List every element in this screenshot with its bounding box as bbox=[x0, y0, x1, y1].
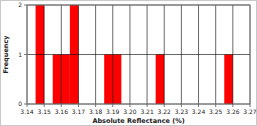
plot-area bbox=[27, 5, 250, 104]
chart-svg: 3.143.15 3.163.173.183.193.203.21 3.223.23… bbox=[0, 0, 257, 126]
tick-label-x: 3.19 bbox=[106, 108, 120, 115]
x-axis-title: Absolute Reflectance (%) bbox=[92, 117, 184, 125]
tick-label-x: 3.26 bbox=[226, 108, 240, 115]
tick-label-x: 3.23 bbox=[175, 108, 189, 115]
tick-label-x: 3.22 bbox=[158, 108, 172, 115]
bar bbox=[224, 55, 233, 105]
bar bbox=[113, 55, 122, 105]
tick-label-x: 3.25 bbox=[209, 108, 223, 115]
outer-frame bbox=[1, 1, 257, 126]
tick-label-x: 3.20 bbox=[123, 108, 137, 115]
tick-label-x: 3.15 bbox=[37, 108, 51, 115]
chart-container: 3.143.15 3.163.173.183.193.203.21 3.223.23… bbox=[0, 0, 257, 126]
tick-label-x: 3.21 bbox=[140, 108, 154, 115]
tick-label-x: 3.27 bbox=[243, 108, 257, 115]
tick-label-x: 3.24 bbox=[192, 108, 206, 115]
tick-label-x: 3.14 bbox=[20, 108, 34, 115]
y-axis-title: Frequency bbox=[2, 35, 10, 74]
bar bbox=[104, 55, 113, 105]
plot-frame bbox=[27, 5, 250, 104]
tick-label-x: 3.17 bbox=[72, 108, 86, 115]
tick-label-y: 0 bbox=[18, 100, 22, 107]
tick-label-x: 3.16 bbox=[55, 108, 69, 115]
bar bbox=[156, 55, 165, 105]
grid-line-y bbox=[27, 54, 250, 55]
tick-label-y: 1 bbox=[18, 51, 22, 58]
bar bbox=[53, 55, 62, 105]
tick-label-y: 2 bbox=[18, 1, 22, 8]
bar bbox=[61, 55, 70, 105]
tick-label-x: 3.18 bbox=[89, 108, 103, 115]
